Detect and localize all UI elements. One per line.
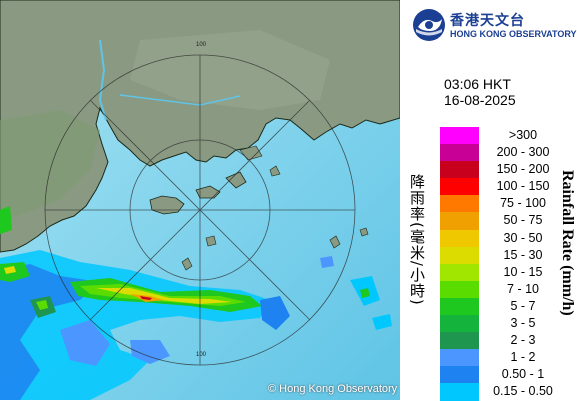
- legend-row: 7 - 10: [440, 280, 572, 298]
- legend-label: 15 - 30: [503, 247, 543, 262]
- logo-name-en: HONG KONG OBSERVATORY: [450, 29, 577, 39]
- legend-row: 200 - 300: [440, 144, 572, 162]
- timestamp-time: 03:06 HKT: [444, 76, 511, 92]
- legend-label: 0.15 - 0.50: [493, 384, 553, 399]
- legend-label: 3 - 5: [510, 316, 536, 331]
- legend-swatch: [440, 127, 479, 145]
- legend-swatch: [440, 383, 479, 401]
- range-ring-label-bottom: 100: [196, 352, 207, 358]
- legend-swatch: [440, 195, 479, 213]
- legend-row: 50 - 75: [440, 212, 572, 230]
- legend-row: 100 - 150: [440, 178, 572, 196]
- legend-swatch: [440, 280, 479, 298]
- legend-row: 15 - 30: [440, 246, 572, 264]
- legend-label: 50 - 75: [503, 213, 543, 228]
- legend-row: 75 - 100: [440, 195, 572, 213]
- legend-swatch: [440, 349, 479, 367]
- radar-map-canvas: 100 100: [0, 0, 400, 400]
- legend-swatch: [440, 161, 479, 179]
- legend-label: 0.50 - 1: [501, 367, 545, 382]
- legend-swatch: [440, 178, 479, 196]
- legend-label: 100 - 150: [496, 179, 550, 194]
- legend-row: >300: [440, 127, 572, 145]
- lantau-island: [149, 195, 185, 215]
- legend-label: >300: [508, 128, 538, 142]
- legend-swatch: [440, 297, 479, 316]
- legend-row: 3 - 5: [440, 315, 572, 333]
- radar-map: 100 100 © Hong Kong Observatory: [0, 0, 400, 400]
- legend-row: 30 - 50: [440, 229, 572, 247]
- legend-swatch: [440, 144, 479, 162]
- legend-swatch: [440, 229, 479, 247]
- legend-label: 2 - 3: [510, 333, 536, 348]
- legend-swatch: [440, 366, 479, 384]
- legend-row: 2 - 3: [440, 332, 572, 350]
- legend-row: 10 - 15: [440, 263, 572, 281]
- hko-logo: 香港天文台 HONG KONG OBSERVATORY: [412, 8, 577, 42]
- range-rings: [44, 54, 356, 366]
- legend-row: 0.15 - 0.50: [440, 383, 572, 401]
- hko-emblem-icon: [413, 9, 445, 41]
- copyright-notice: © Hong Kong Observatory: [268, 383, 398, 395]
- legend-row: 1 - 2: [440, 349, 572, 367]
- legend-swatch: [440, 332, 479, 350]
- timestamp-date: 16-08-2025: [444, 92, 516, 108]
- legend-row: 5 - 7: [440, 297, 572, 316]
- legend-title-cn: 降雨率(毫米/小時): [408, 174, 426, 306]
- legend-label: 200 - 300: [496, 145, 550, 160]
- logo-name-cn: 香港天文台: [450, 13, 525, 29]
- legend-label: 75 - 100: [500, 196, 546, 211]
- legend-swatch: [440, 263, 479, 281]
- legend-swatch: [440, 315, 479, 333]
- legend-swatch: [440, 246, 479, 264]
- legend-row: 0.50 - 1: [440, 366, 572, 384]
- rain-echoes: [0, 206, 392, 400]
- legend-label: 150 - 200: [496, 162, 550, 177]
- legend-row: 150 - 200: [440, 161, 572, 179]
- legend-label: 5 - 7: [510, 298, 536, 313]
- rainfall-legend: >300 200 - 300 150 - 200 100 - 150 75 - 100 5…: [440, 127, 572, 401]
- legend-title-en: Rainfall Rate (mm/h): [559, 170, 576, 316]
- hk-island: [195, 185, 221, 199]
- legend-label: 10 - 15: [503, 264, 543, 279]
- legend-label: 7 - 10: [507, 281, 539, 296]
- legend-panel: 香港天文台 HONG KONG OBSERVATORY 03:06 HKT 16…: [400, 0, 577, 401]
- range-ring-label-top: 100: [196, 42, 207, 48]
- legend-swatch: [440, 212, 479, 230]
- legend-label: 30 - 50: [503, 230, 543, 245]
- legend-label: 1 - 2: [510, 350, 536, 365]
